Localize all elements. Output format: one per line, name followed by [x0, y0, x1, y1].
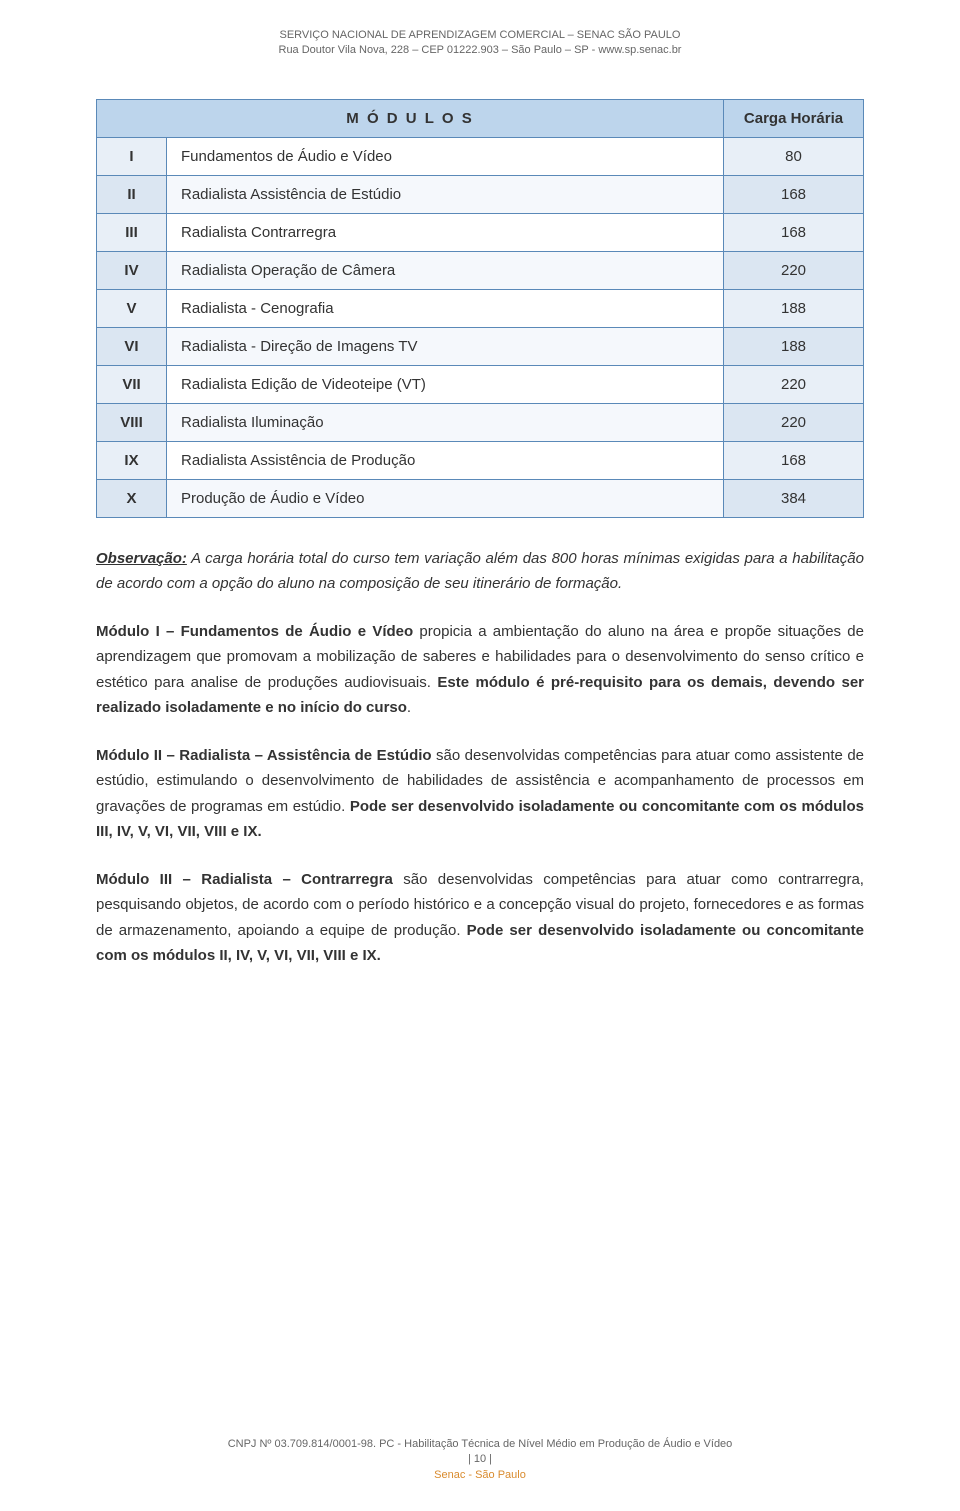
row-hours: 168: [724, 441, 864, 479]
modules-table: M Ó D U L O S Carga Horária IFundamentos…: [96, 99, 864, 518]
observation-label: Observação:: [96, 550, 187, 567]
row-hours: 188: [724, 289, 864, 327]
table-row: VIIRadialista Edição de Videoteipe (VT)2…: [97, 365, 864, 403]
row-hours: 220: [724, 403, 864, 441]
col-header-carga: Carga Horária: [724, 99, 864, 137]
document-header: SERVIÇO NACIONAL DE APRENDIZAGEM COMERCI…: [96, 28, 864, 59]
footer-line-1: CNPJ Nº 03.709.814/0001-98. PC - Habilit…: [0, 1437, 960, 1452]
row-hours: 80: [724, 137, 864, 175]
row-number: IX: [97, 441, 167, 479]
document-footer: CNPJ Nº 03.709.814/0001-98. PC - Habilit…: [0, 1437, 960, 1483]
table-row: IFundamentos de Áudio e Vídeo80: [97, 137, 864, 175]
row-number: IV: [97, 251, 167, 289]
row-description: Fundamentos de Áudio e Vídeo: [167, 137, 724, 175]
table-row: VIIIRadialista Iluminação220: [97, 403, 864, 441]
row-description: Radialista Iluminação: [167, 403, 724, 441]
header-line-1: SERVIÇO NACIONAL DE APRENDIZAGEM COMERCI…: [96, 28, 864, 43]
row-number: V: [97, 289, 167, 327]
row-description: Produção de Áudio e Vídeo: [167, 479, 724, 517]
row-hours: 168: [724, 175, 864, 213]
table-header-row: M Ó D U L O S Carga Horária: [97, 99, 864, 137]
table-row: VIRadialista - Direção de Imagens TV188: [97, 327, 864, 365]
table-row: IIRadialista Assistência de Estúdio168: [97, 175, 864, 213]
table-row: IVRadialista Operação de Câmera220: [97, 251, 864, 289]
module-2-lead: Módulo II – Radialista – Assistência de …: [96, 747, 432, 764]
row-description: Radialista Assistência de Produção: [167, 441, 724, 479]
table-row: VRadialista - Cenografia188: [97, 289, 864, 327]
module-3-paragraph: Módulo III – Radialista – Contrarregra s…: [96, 867, 864, 969]
table-row: IIIRadialista Contrarregra168: [97, 213, 864, 251]
row-number: III: [97, 213, 167, 251]
row-description: Radialista Contrarregra: [167, 213, 724, 251]
row-number: I: [97, 137, 167, 175]
module-1-paragraph: Módulo I – Fundamentos de Áudio e Vídeo …: [96, 619, 864, 721]
footer-org: Senac - São Paulo: [0, 1468, 960, 1483]
table-row: XProdução de Áudio e Vídeo384: [97, 479, 864, 517]
module-1-period: .: [407, 699, 411, 716]
row-hours: 220: [724, 251, 864, 289]
observation-paragraph: Observação: A carga horária total do cur…: [96, 546, 864, 597]
table-row: IXRadialista Assistência de Produção168: [97, 441, 864, 479]
row-description: Radialista Assistência de Estúdio: [167, 175, 724, 213]
footer-page-number: | 10 |: [0, 1452, 960, 1467]
module-1-lead: Módulo I – Fundamentos de Áudio e Vídeo: [96, 623, 413, 640]
row-description: Radialista - Cenografia: [167, 289, 724, 327]
row-hours: 188: [724, 327, 864, 365]
row-hours: 220: [724, 365, 864, 403]
module-2-paragraph: Módulo II – Radialista – Assistência de …: [96, 743, 864, 845]
row-number: II: [97, 175, 167, 213]
row-description: Radialista Edição de Videoteipe (VT): [167, 365, 724, 403]
header-line-2: Rua Doutor Vila Nova, 228 – CEP 01222.90…: [96, 43, 864, 58]
module-3-lead: Módulo III – Radialista – Contrarregra: [96, 871, 393, 888]
row-number: VI: [97, 327, 167, 365]
row-hours: 168: [724, 213, 864, 251]
row-description: Radialista Operação de Câmera: [167, 251, 724, 289]
row-description: Radialista - Direção de Imagens TV: [167, 327, 724, 365]
row-hours: 384: [724, 479, 864, 517]
row-number: VIII: [97, 403, 167, 441]
col-header-modulos: M Ó D U L O S: [97, 99, 724, 137]
row-number: X: [97, 479, 167, 517]
row-number: VII: [97, 365, 167, 403]
observation-text: A carga horária total do curso tem varia…: [96, 550, 864, 593]
